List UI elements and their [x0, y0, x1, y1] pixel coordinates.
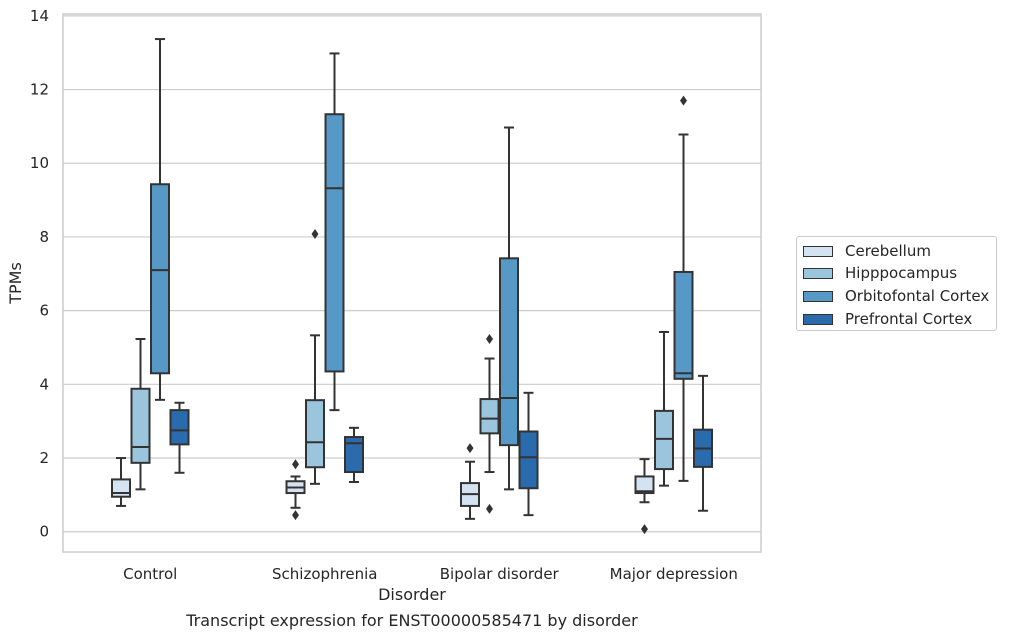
- figure-caption: Transcript expression for ENST0000058547…: [186, 611, 638, 630]
- y-tick-label-6: 6: [39, 302, 49, 320]
- box-hipppocampus-control: [130, 338, 151, 491]
- outlier-point-1: [292, 459, 299, 470]
- legend-swatch-orbitofrontal-cortex: [803, 290, 833, 302]
- box-cerebellum-schizophrenia: [285, 459, 306, 521]
- box-iqr: [518, 430, 539, 490]
- box-hipppocampus-schizophrenia: [305, 228, 325, 485]
- box-iqr: [150, 183, 170, 375]
- box-iqr: [305, 399, 325, 469]
- box-cerebellum-major-depression: [634, 458, 655, 535]
- legend-swatch-hippocampus: [803, 267, 833, 279]
- x-tick-label-bipolar-disorder: Bipolar disorder: [440, 565, 560, 583]
- legend-item-cerebellum: Cerebellum: [803, 241, 931, 261]
- y-tick-label-8: 8: [39, 228, 49, 246]
- legend-item-hippocampus: Hipppocampus: [803, 263, 957, 283]
- x-tick-label-major-depression: Major depression: [610, 565, 738, 583]
- legend-swatch-prefrontal-cortex: [803, 313, 833, 325]
- box-iqr: [673, 270, 694, 380]
- outlier-point-0: [641, 524, 648, 535]
- box-cerebellum-control: [111, 457, 131, 507]
- x-tick-label-schizophrenia: Schizophrenia: [272, 565, 377, 583]
- outlier-point-1: [486, 334, 493, 345]
- legend-swatch-cerebellum: [803, 245, 833, 257]
- y-axis-label: TPMs: [6, 262, 25, 305]
- outlier-point-0: [680, 95, 687, 106]
- box-iqr: [344, 436, 364, 474]
- y-tick-label-4: 4: [39, 375, 49, 393]
- box-iqr: [654, 409, 674, 471]
- legend-label-orbitofrontal-cortex: Orbitofontal Cortex: [845, 287, 990, 305]
- legend-label-hippocampus: Hipppocampus: [845, 264, 958, 282]
- x-tick-label-control: Control: [123, 565, 177, 583]
- plot-area-frame: [62, 13, 762, 553]
- box-iqr: [634, 475, 655, 495]
- x-tick-labels: Control Schizophrenia Bipolar disorder Majo…: [123, 565, 738, 583]
- box-iqr: [324, 113, 345, 373]
- legend-label-prefrontal-cortex: Prefrontal Cortex: [845, 310, 973, 328]
- y-tick-label-2: 2: [39, 449, 49, 467]
- y-tick-label-14: 14: [30, 7, 49, 25]
- box-hipppocampus-bipolar-disorder: [479, 334, 500, 514]
- outlier-point-0: [486, 503, 493, 514]
- outlier-point-0: [466, 443, 474, 454]
- box-orbitofontal-cortex-schizophrenia: [324, 52, 345, 412]
- box-prefrontal-cortex-schizophrenia: [344, 426, 364, 483]
- box-iqr: [130, 387, 151, 464]
- box-iqr: [111, 478, 131, 498]
- box-orbitofontal-cortex-major-depression: [673, 95, 694, 482]
- legend-label-cerebellum: Cerebellum: [845, 242, 931, 260]
- legend-item-prefrontal-cortex: Prefrontal Cortex: [803, 309, 972, 329]
- box-iqr: [499, 257, 519, 447]
- x-axis-label: Disorder: [378, 585, 446, 604]
- y-tick-label-10: 10: [30, 154, 49, 172]
- box-hipppocampus-major-depression: [654, 331, 674, 487]
- box-cerebellum-bipolar-disorder: [460, 443, 480, 520]
- legend: Cerebellum Hipppocampus Orbitofontal Cor…: [796, 236, 997, 331]
- outlier-point-0: [292, 510, 299, 521]
- y-tick-label-12: 12: [30, 81, 49, 99]
- box-prefrontal-cortex-bipolar-disorder: [518, 391, 539, 517]
- outlier-point-0: [311, 228, 319, 239]
- boxes: [111, 38, 713, 535]
- legend-item-orbitofrontal-cortex: Orbitofontal Cortex: [803, 286, 989, 306]
- box-iqr: [479, 398, 500, 435]
- y-tick-label-0: 0: [39, 523, 49, 541]
- y-tick-labels: 0 2 4 6 8 10 12 14: [30, 7, 49, 541]
- box-orbitofontal-cortex-bipolar-disorder: [499, 126, 519, 491]
- box-prefrontal-cortex-major-depression: [693, 374, 713, 512]
- box-orbitofontal-cortex-control: [150, 38, 170, 401]
- box-prefrontal-cortex-control: [169, 401, 190, 474]
- box-iqr: [169, 409, 190, 446]
